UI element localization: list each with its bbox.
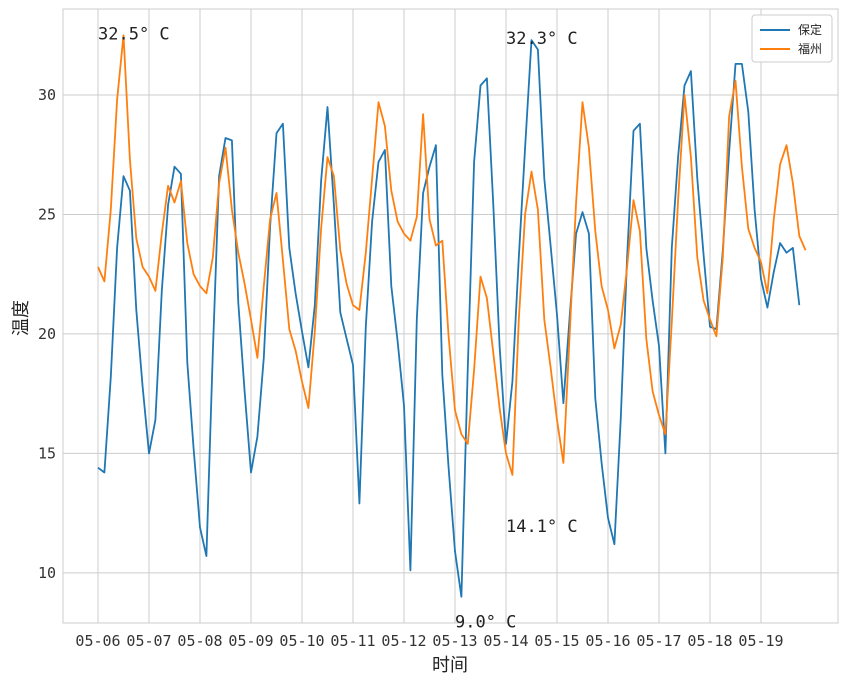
legend-label-fuzhou: 福州 bbox=[798, 41, 822, 56]
legend: 保定 福州 bbox=[751, 14, 833, 63]
plot-area bbox=[62, 8, 839, 624]
x-tick-label: 05-16 bbox=[585, 632, 630, 650]
annotation-label: 14.1° C bbox=[506, 517, 578, 537]
y-tick-label: 30 bbox=[38, 86, 56, 104]
y-tick-label: 10 bbox=[38, 564, 56, 582]
x-tick-label: 05-06 bbox=[75, 632, 120, 650]
series-layer bbox=[97, 34, 807, 598]
annotation-label: 9.0° C bbox=[455, 613, 516, 633]
annotation-label: 32.5° C bbox=[98, 24, 170, 44]
x-tick-label: 05-12 bbox=[381, 632, 426, 650]
legend-box bbox=[751, 14, 833, 63]
x-tick-label: 05-13 bbox=[432, 632, 477, 650]
annotation-layer: 9.0° C 32.3° C 32.5° C 14.1° C bbox=[98, 24, 578, 632]
x-tick-label: 05-09 bbox=[228, 632, 273, 650]
x-tick-label: 05-19 bbox=[738, 632, 783, 650]
grid-lines bbox=[63, 9, 838, 623]
y-axis-ticks: 10 15 20 25 30 bbox=[38, 86, 56, 582]
x-tick-label: 05-08 bbox=[177, 632, 222, 650]
annotation-label: 32.3° C bbox=[506, 29, 578, 49]
x-tick-label: 05-18 bbox=[687, 632, 732, 650]
x-axis-ticks: 05-06 05-07 05-08 05-09 05-10 05-11 05-12 05-13… bbox=[75, 632, 783, 650]
x-tick-label: 05-11 bbox=[330, 632, 375, 650]
y-tick-label: 25 bbox=[38, 205, 56, 223]
x-tick-label: 05-17 bbox=[636, 632, 681, 650]
x-tick-label: 05-10 bbox=[279, 632, 324, 650]
y-axis-label: 温度 bbox=[11, 300, 32, 336]
y-tick-label: 15 bbox=[38, 444, 56, 462]
x-tick-label: 05-15 bbox=[534, 632, 579, 650]
x-axis-label: 时间 bbox=[432, 655, 468, 676]
y-tick-label: 20 bbox=[38, 325, 56, 343]
legend-label-baoding: 保定 bbox=[798, 22, 822, 37]
x-tick-label: 05-14 bbox=[483, 632, 528, 650]
series-line-baoding bbox=[97, 39, 801, 598]
series-line-fuzhou bbox=[97, 34, 807, 476]
x-tick-label: 05-07 bbox=[126, 632, 171, 650]
